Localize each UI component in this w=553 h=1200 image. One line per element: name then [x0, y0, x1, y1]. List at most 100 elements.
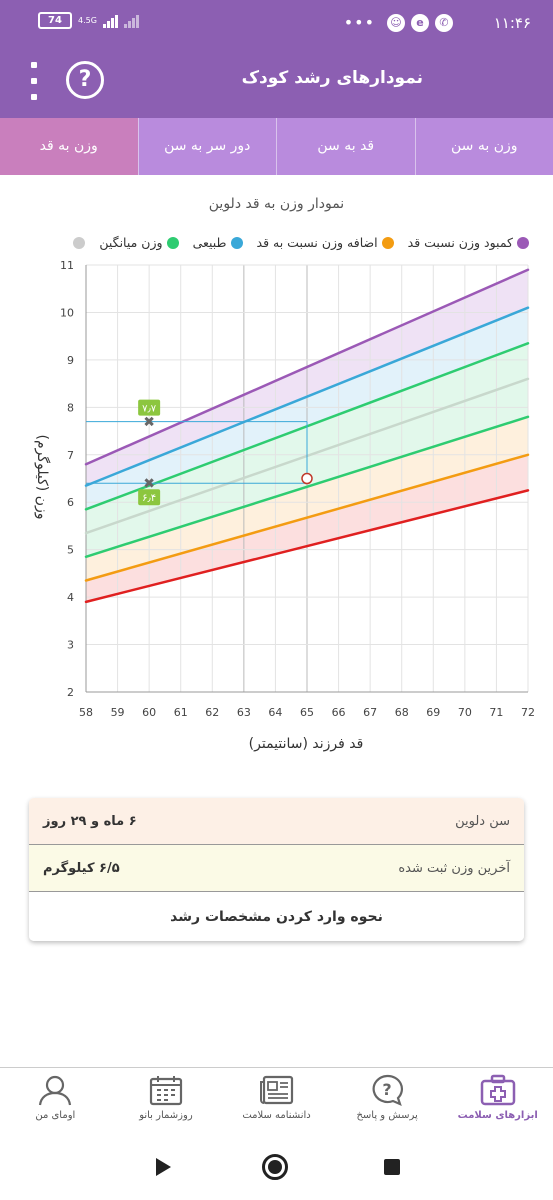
x-tick-label: 66: [332, 706, 346, 719]
tab-weight-for-height[interactable]: وزن به قد: [0, 118, 138, 175]
x-tick-label: 59: [111, 706, 125, 719]
x-tick-label: 70: [458, 706, 472, 719]
chart-tabs: وزن به سن قد به سن دور سر به سن وزن به ق…: [0, 118, 553, 175]
home-icon[interactable]: [262, 1154, 288, 1180]
nav-encyclopedia[interactable]: دانشنامه سلامت: [221, 1068, 332, 1134]
marker-x-icon: ✖: [143, 415, 155, 431]
recents-icon[interactable]: [384, 1159, 400, 1175]
nav-profile[interactable]: اومای من: [0, 1068, 111, 1134]
status-left: 74 4.5G: [38, 12, 139, 29]
nav-calendar[interactable]: روزشمار بانو: [111, 1068, 222, 1134]
signal-2-icon: [123, 14, 139, 28]
y-axis-label: وزن (کیلوگرم): [34, 435, 51, 520]
marker-x-icon: ✖: [143, 476, 155, 492]
series-line-1: [84, 306, 530, 487]
first-aid-kit-icon: [480, 1074, 515, 1106]
weight-row: آخرین وزن ثبت شده ۶/۵ کیلوگرم: [29, 845, 524, 892]
nav-label: روزشمار بانو: [139, 1110, 193, 1121]
y-tick-label: 8: [67, 401, 74, 414]
x-tick-label: 61: [174, 706, 188, 719]
legend-item-other[interactable]: [73, 235, 86, 250]
y-tick-label: 2: [67, 686, 74, 699]
nav-qa[interactable]: ? پرسش و پاسخ: [332, 1068, 443, 1134]
x-tick-label: 64: [268, 706, 282, 719]
back-icon[interactable]: [156, 1158, 171, 1176]
x-axis-label: قد فرزند (سانتیمتر): [249, 736, 364, 752]
help-button[interactable]: ?: [66, 61, 104, 99]
legend-swatch: [166, 236, 179, 249]
legend-item-normal[interactable]: طبیعی: [193, 235, 243, 250]
marker-badge: [138, 399, 161, 416]
legend-item-average[interactable]: وزن میانگین: [99, 235, 179, 250]
profile-icon: [39, 1075, 72, 1106]
nav-label: پرسش و پاسخ: [356, 1110, 418, 1121]
chart-title: نمودار وزن به قد دلوین: [208, 196, 345, 212]
notification-icons: ••• ☺ e ✆: [344, 13, 453, 32]
app-icon: e: [411, 13, 429, 32]
status-bar: 74 4.5G ••• ☺ e ✆ ۱۱:۴۶: [0, 0, 553, 44]
status-clock: ۱۱:۴۶: [493, 14, 531, 32]
battery-icon: 74: [38, 12, 72, 29]
newspaper-icon: [259, 1075, 293, 1105]
more-notifications-icon: •••: [343, 13, 375, 32]
x-tick-label: 68: [395, 706, 409, 719]
legend-swatch: [230, 236, 243, 249]
legend-label: طبیعی: [192, 235, 227, 250]
marker-label: ۶٫۴: [142, 493, 156, 504]
nav-label: دانشنامه سلامت: [242, 1110, 311, 1121]
series-line-5: [84, 453, 530, 582]
nav-health-tools[interactable]: ابزارهای سلامت: [442, 1068, 553, 1134]
x-tick-label: 71: [489, 706, 503, 719]
legend-swatch: [517, 236, 529, 249]
x-tick-label: 69: [426, 706, 440, 719]
series-line-4: [84, 415, 530, 559]
x-tick-label: 72: [521, 706, 535, 719]
system-navigation: [0, 1134, 553, 1200]
x-tick-label: 63: [237, 706, 251, 719]
series-line-0: [84, 268, 530, 466]
marker-label: ۷٫۷: [142, 404, 157, 415]
legend-swatch: [73, 236, 86, 249]
legend-swatch: [381, 236, 394, 249]
tab-head-for-age[interactable]: دور سر به سن: [137, 118, 277, 175]
bottom-nav: ابزارهای سلامت ? پرسش و پاسخ دانشنامه سل…: [0, 1067, 553, 1134]
age-value: ۶ ماه و ۲۹ روز: [43, 813, 137, 829]
y-tick-label: 5: [67, 544, 74, 557]
svg-text:?: ?: [382, 1080, 391, 1099]
nav-label: اومای من: [35, 1110, 76, 1121]
question-bubble-icon: ?: [372, 1074, 404, 1106]
info-card: سن دلوین ۶ ماه و ۲۹ روز آخرین وزن ثبت شد…: [29, 798, 524, 941]
y-tick-label: 10: [60, 306, 74, 319]
legend-label: وزن میانگین: [99, 235, 163, 250]
nav-label: ابزارهای سلامت: [457, 1110, 538, 1121]
x-tick-label: 62: [205, 706, 219, 719]
y-tick-label: 11: [60, 259, 74, 272]
x-tick-label: 58: [79, 706, 93, 719]
series-line-6: [84, 489, 530, 604]
y-tick-label: 9: [67, 354, 74, 367]
age-label: سن دلوین: [455, 813, 510, 829]
tab-weight-for-age[interactable]: وزن به سن: [414, 118, 553, 175]
y-tick-label: 3: [67, 639, 74, 652]
tab-height-for-age[interactable]: قد به سن: [276, 118, 415, 175]
weight-label: آخرین وزن ثبت شده: [398, 860, 510, 876]
y-tick-label: 7: [67, 449, 74, 462]
signal-icon: [102, 14, 118, 28]
avatar-icon: ☺: [387, 13, 405, 32]
whatsapp-icon: ✆: [435, 13, 453, 32]
howto-button[interactable]: نحوه وارد کردن مشخصات رشد: [29, 892, 524, 941]
legend-item-overweight[interactable]: اضافه وزن نسبت به قد: [257, 235, 394, 250]
x-tick-label: 60: [142, 706, 156, 719]
legend-label: اضافه وزن نسبت به قد: [256, 235, 378, 250]
current-point: [301, 472, 313, 485]
overflow-menu-icon[interactable]: [24, 62, 44, 100]
x-tick-label: 67: [363, 706, 377, 719]
growth-chart: 58 59 60 61 62 63 64 65 66 67 68 69 70 71 722345678910…: [34, 259, 535, 752]
calendar-icon: [149, 1076, 183, 1106]
app-bar: ? نمودارهای رشد کودک: [0, 44, 553, 118]
y-tick-label: 6: [67, 496, 74, 509]
legend-label: کمبود وزن نسبت قد: [407, 235, 513, 250]
y-tick-label: 4: [67, 591, 74, 604]
chart-legend: کمبود وزن نسبت قد اضافه وزن نسبت به قد ط…: [73, 235, 529, 250]
legend-item-underweight[interactable]: کمبود وزن نسبت قد: [408, 235, 529, 250]
